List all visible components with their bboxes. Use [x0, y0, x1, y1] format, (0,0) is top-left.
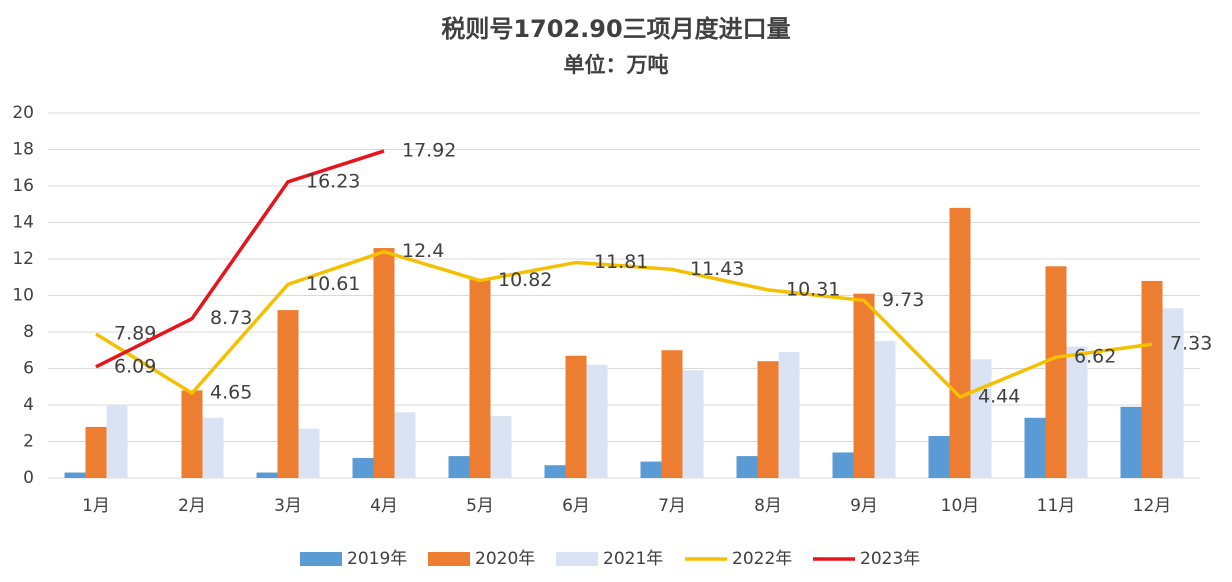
data-label: 4.65	[210, 382, 252, 404]
x-tick-label: 2月	[178, 496, 206, 516]
legend-label: 2021年	[603, 549, 663, 569]
bar	[949, 207, 971, 478]
bar	[544, 465, 566, 478]
bar	[1066, 346, 1088, 478]
legend-swatch	[300, 552, 342, 566]
bar	[373, 248, 395, 478]
bar	[469, 279, 491, 478]
legend-swatch	[428, 552, 470, 566]
data-label: 7.89	[114, 323, 156, 345]
y-tick-label: 10	[12, 286, 34, 306]
bar	[1162, 308, 1184, 478]
data-label: 10.61	[306, 273, 360, 295]
y-tick-label: 0	[23, 468, 34, 488]
line	[95, 149, 385, 369]
bar	[256, 472, 278, 478]
x-tick-label: 6月	[562, 496, 590, 516]
data-label: 16.23	[306, 170, 360, 192]
y-tick-label: 2	[23, 432, 34, 452]
legend-label: 2020年	[475, 549, 535, 569]
bar	[277, 310, 299, 478]
data-label: 6.62	[1074, 346, 1116, 368]
x-tick-label: 4月	[370, 496, 398, 516]
y-tick-label: 20	[12, 103, 34, 123]
x-tick-label: 11月	[1037, 496, 1076, 516]
x-tick-label: 3月	[274, 496, 302, 516]
y-tick-label: 6	[23, 359, 34, 379]
x-tick-label: 5月	[466, 496, 494, 516]
data-label: 11.81	[594, 251, 648, 273]
legend-swatch	[556, 552, 598, 566]
legend-label: 2023年	[860, 549, 920, 569]
y-tick-label: 12	[12, 249, 34, 269]
bar	[832, 452, 854, 478]
data-label: 10.82	[498, 269, 552, 291]
data-label: 7.33	[1170, 333, 1212, 355]
bar	[202, 417, 224, 478]
bar	[682, 370, 704, 478]
bar	[1045, 266, 1067, 478]
y-tick-label: 14	[12, 213, 34, 233]
bar	[928, 436, 950, 478]
bar	[586, 364, 608, 478]
bar	[736, 456, 758, 478]
data-label: 12.4	[402, 240, 444, 262]
bar	[85, 426, 107, 478]
data-label: 4.44	[978, 385, 1020, 407]
x-tick-label: 9月	[850, 496, 878, 516]
bar	[394, 412, 416, 478]
bar	[661, 350, 683, 478]
y-tick-label: 4	[23, 395, 34, 415]
data-label: 8.73	[210, 307, 252, 329]
legend-label: 2019年	[347, 549, 407, 569]
y-tick-label: 18	[12, 140, 34, 160]
bar	[853, 293, 875, 478]
data-label: 9.73	[882, 289, 924, 311]
y-tick-label: 16	[12, 176, 34, 196]
data-label: 11.43	[690, 258, 744, 280]
bar	[565, 355, 587, 478]
chart-subtitle: 单位：万吨	[564, 53, 669, 77]
bar	[874, 341, 896, 478]
legend-label: 2022年	[732, 549, 792, 569]
line	[95, 249, 1153, 399]
x-tick-label: 8月	[754, 496, 782, 516]
bar	[352, 457, 374, 478]
bar	[1024, 417, 1046, 478]
bar	[640, 461, 662, 478]
bar	[970, 359, 992, 478]
bar	[298, 428, 320, 478]
y-tick-label: 8	[23, 322, 34, 342]
x-tick-label: 1月	[82, 496, 110, 516]
bar	[757, 361, 779, 478]
chart-title: 税则号1702.90三项月度进口量	[441, 15, 790, 43]
x-tick-label: 7月	[658, 496, 686, 516]
x-tick-label: 12月	[1133, 496, 1172, 516]
x-tick-label: 10月	[941, 496, 980, 516]
bar	[181, 390, 203, 478]
bar	[490, 415, 512, 478]
bar	[448, 456, 470, 478]
data-label: 6.09	[114, 355, 156, 377]
data-label: 17.92	[402, 139, 456, 161]
bar	[778, 352, 800, 478]
bar	[1141, 280, 1163, 478]
bar	[64, 472, 86, 478]
data-label: 10.31	[786, 278, 840, 300]
bar	[1120, 406, 1142, 478]
bar	[106, 405, 128, 478]
